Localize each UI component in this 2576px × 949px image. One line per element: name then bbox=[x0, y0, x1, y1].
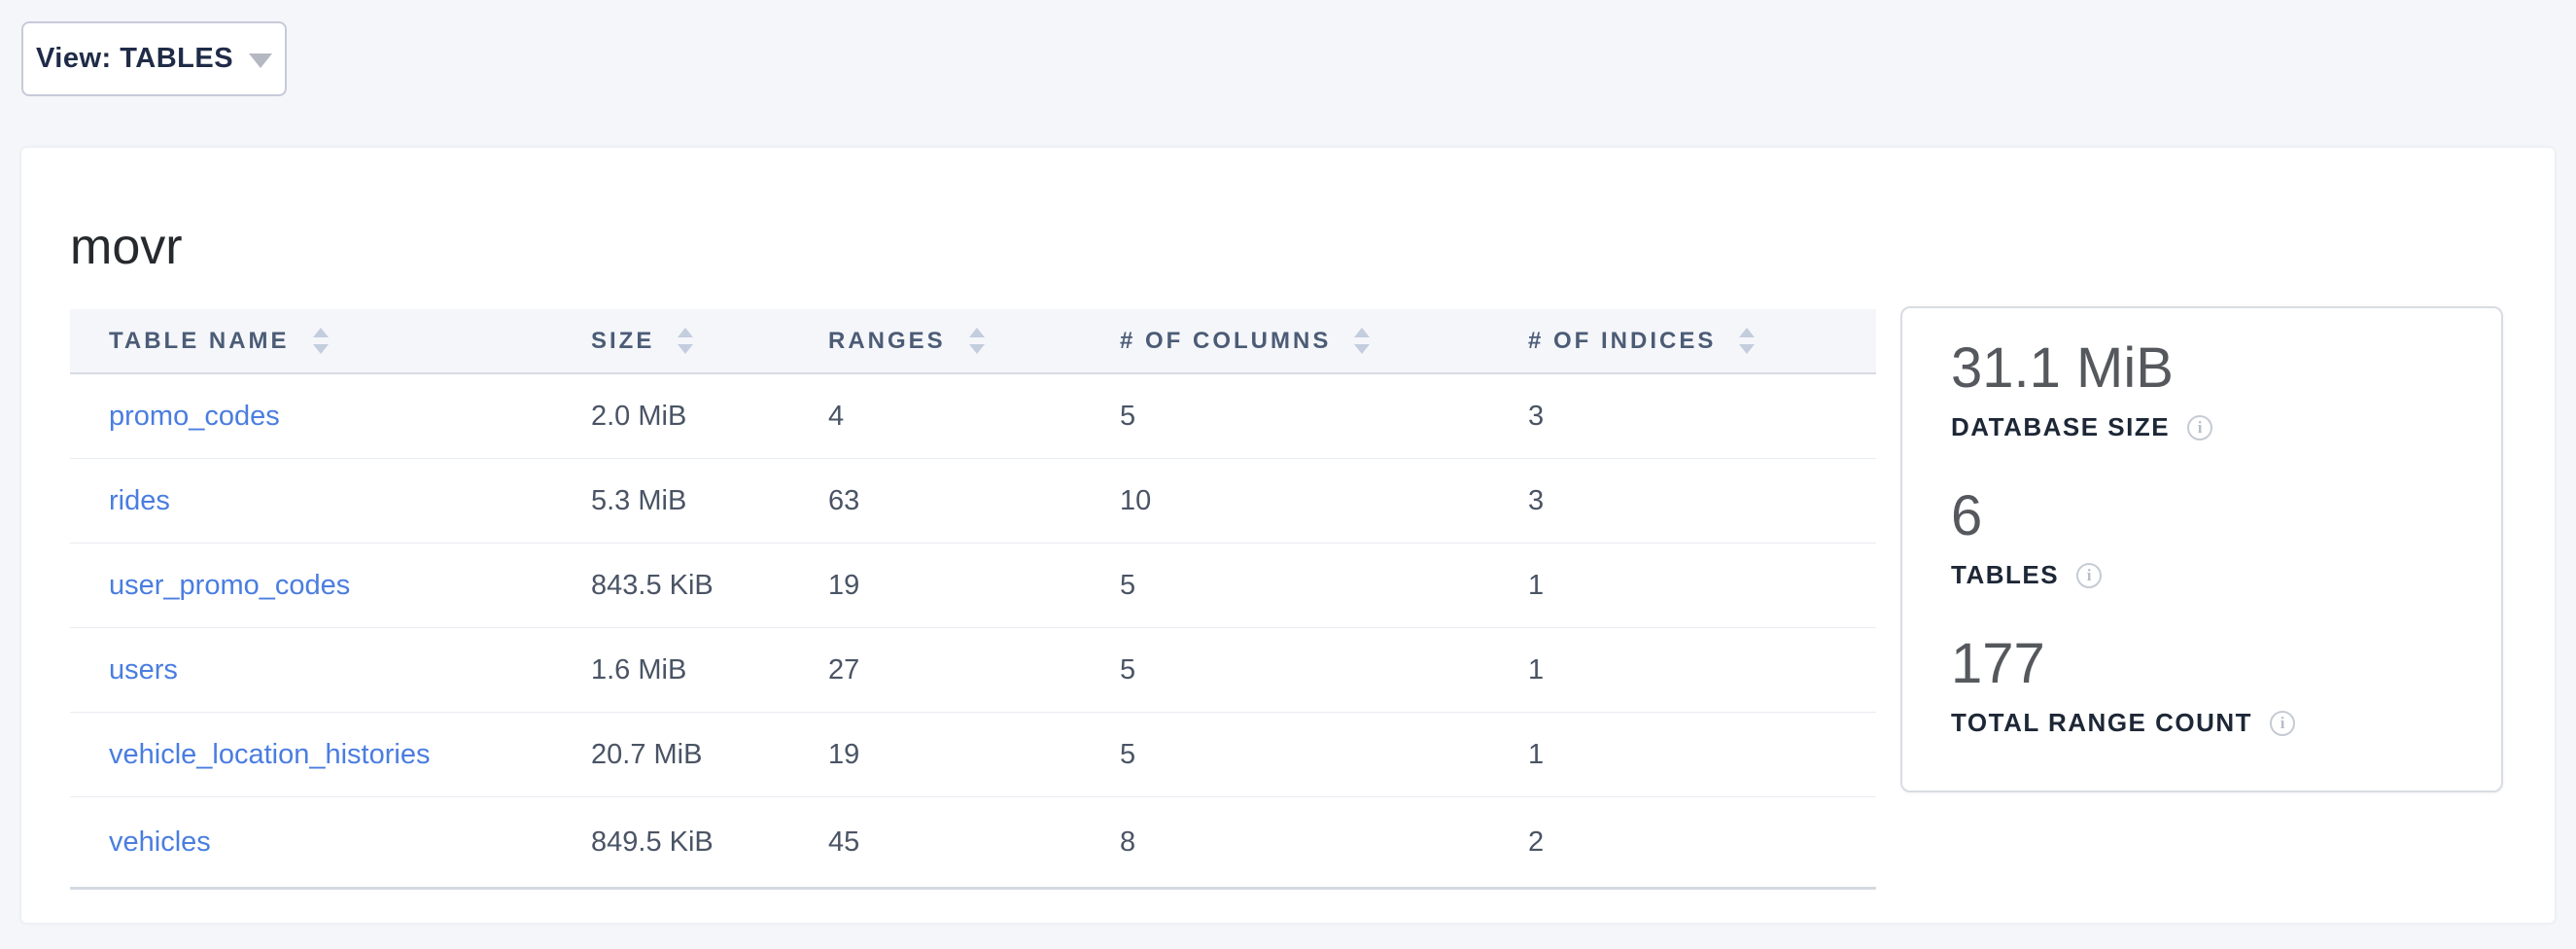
stat-database-size: 31.1 MiB DATABASE SIZE i bbox=[1951, 337, 2472, 442]
table-name-cell: user_promo_codes bbox=[70, 570, 591, 602]
stat-label-row: DATABASE SIZE i bbox=[1951, 412, 2472, 442]
columns-count-cell: 10 bbox=[1120, 484, 1152, 516]
stat-value: 6 bbox=[1951, 484, 1983, 547]
table-name-link[interactable]: users bbox=[109, 653, 178, 685]
table-name-cell: vehicles bbox=[70, 826, 591, 859]
stat-label: TOTAL RANGE COUNT bbox=[1951, 708, 2253, 737]
sort-icon bbox=[678, 328, 694, 354]
stat-label: TABLES bbox=[1951, 560, 2060, 589]
column-header-num-columns[interactable]: # OF COLUMNS bbox=[1120, 328, 1528, 355]
table-name-link[interactable]: promo_codes bbox=[109, 400, 280, 432]
ranges-cell: 4 bbox=[828, 400, 845, 432]
table-row: rides 5.3 MiB 63 10 3 bbox=[70, 459, 1876, 544]
column-header-num-indices[interactable]: # OF INDICES bbox=[1528, 328, 1876, 355]
table-row: user_promo_codes 843.5 KiB 19 5 1 bbox=[70, 544, 1876, 628]
column-header-label: TABLE NAME bbox=[109, 327, 290, 354]
stat-value: 31.1 MiB bbox=[1951, 336, 2174, 400]
ranges-cell: 19 bbox=[828, 569, 860, 601]
database-name-title: movr bbox=[70, 219, 183, 275]
column-header-label: # OF INDICES bbox=[1528, 327, 1717, 354]
columns-count-cell: 5 bbox=[1120, 653, 1136, 685]
view-selector-label: View: TABLES bbox=[35, 43, 234, 74]
table-row: users 1.6 MiB 27 5 1 bbox=[70, 628, 1876, 713]
indices-count-cell: 3 bbox=[1528, 400, 1545, 432]
table-name-link[interactable]: vehicles bbox=[109, 826, 211, 858]
indices-count-cell: 2 bbox=[1528, 826, 1545, 858]
info-icon[interactable]: i bbox=[2270, 710, 2296, 736]
table-name-link[interactable]: user_promo_codes bbox=[109, 569, 351, 601]
size-cell: 1.6 MiB bbox=[591, 653, 687, 685]
table-header-row: TABLE NAME SIZE RANGES # OF COLUMNS # OF… bbox=[70, 309, 1876, 374]
stat-tables: 6 TABLES i bbox=[1951, 485, 2472, 590]
columns-count-cell: 5 bbox=[1120, 569, 1136, 601]
stat-total-range-count: 177 TOTAL RANGE COUNT i bbox=[1951, 633, 2472, 738]
ranges-cell: 45 bbox=[828, 826, 860, 858]
stat-value: 177 bbox=[1951, 632, 2045, 695]
sort-icon bbox=[1354, 328, 1371, 354]
stat-label: DATABASE SIZE bbox=[1951, 412, 2171, 441]
size-cell: 849.5 KiB bbox=[591, 826, 714, 858]
table-name-link[interactable]: vehicle_location_histories bbox=[109, 738, 431, 770]
table-name-cell: promo_codes bbox=[70, 401, 591, 433]
indices-count-cell: 1 bbox=[1528, 738, 1545, 770]
column-header-label: SIZE bbox=[591, 327, 655, 354]
sort-icon bbox=[968, 328, 985, 354]
caret-down-icon bbox=[249, 53, 273, 68]
table-name-cell: users bbox=[70, 654, 591, 686]
column-header-label: RANGES bbox=[828, 327, 946, 354]
column-header-table-name[interactable]: TABLE NAME bbox=[70, 328, 591, 355]
table-name-cell: rides bbox=[70, 485, 591, 517]
sort-icon bbox=[1739, 328, 1756, 354]
table-name-cell: vehicle_location_histories bbox=[70, 739, 591, 771]
ranges-cell: 27 bbox=[828, 653, 860, 685]
ranges-cell: 19 bbox=[828, 738, 860, 770]
stat-label-row: TABLES i bbox=[1951, 560, 2472, 590]
tables-table: TABLE NAME SIZE RANGES # OF COLUMNS # OF… bbox=[70, 309, 1876, 890]
column-header-ranges[interactable]: RANGES bbox=[828, 328, 1120, 355]
stat-label-row: TOTAL RANGE COUNT i bbox=[1951, 708, 2472, 738]
columns-count-cell: 8 bbox=[1120, 826, 1136, 858]
indices-count-cell: 3 bbox=[1528, 484, 1545, 516]
columns-count-cell: 5 bbox=[1120, 738, 1136, 770]
indices-count-cell: 1 bbox=[1528, 653, 1545, 685]
table-row: vehicles 849.5 KiB 45 8 2 bbox=[70, 797, 1876, 890]
info-icon[interactable]: i bbox=[2076, 562, 2103, 588]
table-row: vehicle_location_histories 20.7 MiB 19 5… bbox=[70, 713, 1876, 797]
size-cell: 5.3 MiB bbox=[591, 484, 687, 516]
database-summary-panel: 31.1 MiB DATABASE SIZE i 6 TABLES i 177 … bbox=[1900, 306, 2503, 792]
column-header-size[interactable]: SIZE bbox=[591, 328, 828, 355]
table-row: promo_codes 2.0 MiB 4 5 3 bbox=[70, 374, 1876, 459]
table-name-link[interactable]: rides bbox=[109, 484, 170, 516]
database-detail-card: movr TABLE NAME SIZE RANGES # OF COLUMNS… bbox=[21, 148, 2555, 923]
size-cell: 843.5 KiB bbox=[591, 569, 714, 601]
size-cell: 20.7 MiB bbox=[591, 738, 703, 770]
size-cell: 2.0 MiB bbox=[591, 400, 687, 432]
view-selector-dropdown[interactable]: View: TABLES bbox=[21, 21, 287, 96]
sort-icon bbox=[312, 328, 329, 354]
ranges-cell: 63 bbox=[828, 484, 860, 516]
column-header-label: # OF COLUMNS bbox=[1120, 327, 1332, 354]
indices-count-cell: 1 bbox=[1528, 569, 1545, 601]
columns-count-cell: 5 bbox=[1120, 400, 1136, 432]
info-icon[interactable]: i bbox=[2187, 414, 2213, 440]
